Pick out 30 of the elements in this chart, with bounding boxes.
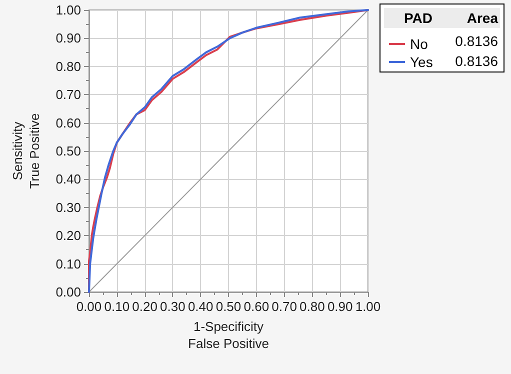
x-tick-label: 0.50	[216, 299, 242, 314]
y-tick-label: 0.10	[56, 256, 81, 272]
y-tick-label: 0.50	[56, 144, 81, 158]
text: Area	[466, 10, 498, 26]
text: 0.8136	[455, 53, 498, 69]
y-tick-label: 0.60	[56, 115, 81, 130]
legend-label: Yes	[410, 54, 433, 70]
x-tick-label: 1.00	[355, 299, 381, 314]
x-tick-label: 0.10	[104, 299, 130, 314]
legend-label: No	[410, 36, 428, 52]
y-tick-label: 1.00	[56, 2, 81, 18]
y-axis-title: Sensitivity True Positive	[10, 113, 42, 189]
x-tick-label: 0.20	[132, 299, 158, 314]
y-tick-label: 0.80	[56, 58, 81, 74]
x-tick-label: 0.40	[188, 299, 214, 314]
x-tick-label: 0.80	[300, 299, 325, 314]
y-tick-label: 0.30	[56, 200, 81, 215]
legend-title: PAD	[404, 10, 433, 26]
x-tick-label: 0.60	[244, 299, 270, 314]
text: 0.8136	[455, 33, 498, 49]
x-tick-label: 0.30	[160, 299, 186, 314]
x-tick-label: 0.70	[272, 299, 297, 314]
y-tick-label: 0.40	[56, 172, 81, 187]
y-tick-label: 0.20	[56, 228, 81, 244]
x-tick-label: 0.90	[327, 299, 353, 314]
x-tick-label: 0.00	[76, 299, 102, 314]
y-tick-label: 0.90	[56, 30, 81, 46]
y-tick-label: 0.70	[56, 87, 81, 102]
x-axis-title: 1-Specificity False Positive	[188, 319, 269, 351]
y-tick-label: 0.00	[56, 284, 81, 300]
